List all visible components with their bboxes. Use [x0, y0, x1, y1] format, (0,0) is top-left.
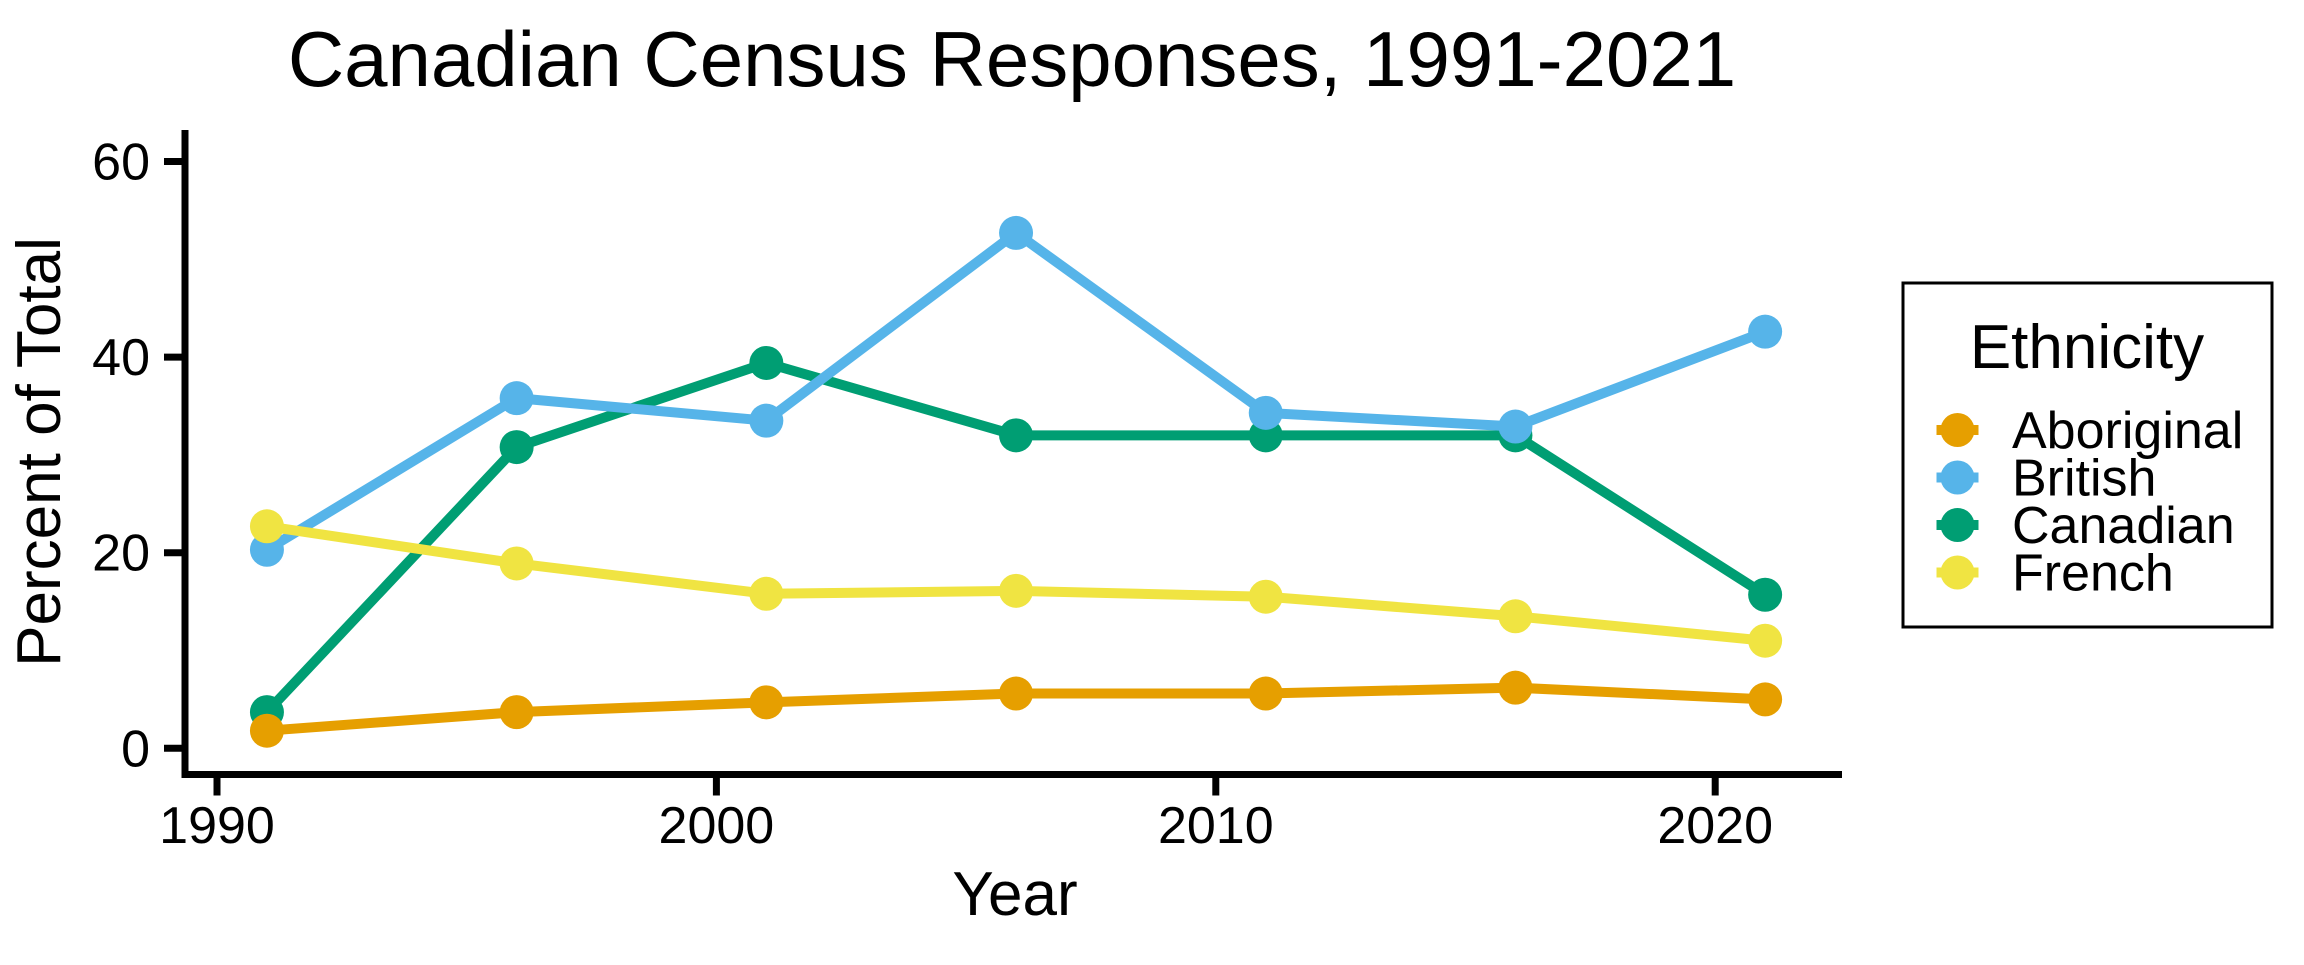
data-point-british-2016: [1498, 409, 1533, 444]
data-point-french-1996: [499, 546, 534, 581]
legend-key-dot: [1940, 555, 1975, 590]
data-point-british-1991: [249, 532, 284, 567]
data-point-french-1991: [249, 509, 284, 544]
y-tick-label: 0: [121, 720, 150, 778]
data-point-aboriginal-1996: [499, 695, 534, 730]
data-point-french-2001: [749, 576, 784, 611]
legend-item-label: Canadian: [2012, 497, 2235, 555]
legend-item-british: British: [1936, 450, 2156, 508]
x-tick-label: 1990: [159, 797, 275, 855]
x-tick-label: 2000: [659, 797, 775, 855]
data-point-british-1996: [499, 381, 534, 416]
legend-item-label: French: [2012, 545, 2174, 603]
data-point-french-2011: [1248, 579, 1283, 614]
data-point-aboriginal-2021: [1748, 682, 1783, 717]
series-lines: [263, 226, 1768, 736]
legend-item-canadian: Canadian: [1936, 497, 2235, 555]
data-point-french-2016: [1498, 599, 1533, 634]
legend-item-french: French: [1936, 545, 2174, 603]
legend: Ethnicity AboriginalBritishCanadianFrenc…: [1901, 281, 2274, 629]
data-point-aboriginal-1991: [249, 713, 284, 748]
legend-key-dot: [1940, 413, 1975, 447]
axes: 0 20 40 60 1990 2000 2010 2020: [92, 130, 1842, 855]
data-point-british-2001: [749, 403, 784, 438]
chart-title: Canadian Census Responses, 1991-2021: [288, 15, 1736, 103]
y-axis-label: Percent of Total: [5, 237, 74, 667]
y-tick-label: 20: [92, 525, 150, 583]
legend-key-dot: [1940, 508, 1975, 542]
data-point-aboriginal-2006: [999, 676, 1034, 711]
data-point-french-2006: [999, 573, 1034, 608]
x-tick-label: 2010: [1158, 797, 1274, 855]
data-point-canadian-2001: [749, 345, 784, 380]
legend-item-aboriginal: Aboriginal: [1936, 402, 2243, 460]
data-point-canadian-2006: [999, 418, 1034, 453]
series-line-british: [264, 226, 1767, 555]
data-point-aboriginal-2001: [749, 685, 784, 720]
legend-title: Ethnicity: [1970, 313, 2204, 382]
data-point-aboriginal-2016: [1498, 670, 1533, 705]
legend-item-label: Aboriginal: [2012, 402, 2243, 460]
x-axis-label: Year: [952, 860, 1077, 929]
x-tick-label: 2020: [1657, 797, 1773, 855]
data-point-aboriginal-2011: [1248, 676, 1283, 711]
legend-item-label: British: [2012, 450, 2156, 508]
data-point-british-2006: [999, 215, 1034, 250]
data-point-canadian-1996: [499, 430, 534, 465]
y-tick-label: 40: [92, 329, 150, 387]
data-point-canadian-2021: [1748, 577, 1783, 612]
data-point-british-2011: [1248, 395, 1283, 430]
y-tick-label: 60: [92, 134, 150, 192]
data-point-french-2021: [1748, 623, 1783, 658]
data-point-british-2021: [1748, 314, 1783, 349]
legend-key-dot: [1940, 460, 1975, 495]
series-points: [249, 215, 1783, 748]
